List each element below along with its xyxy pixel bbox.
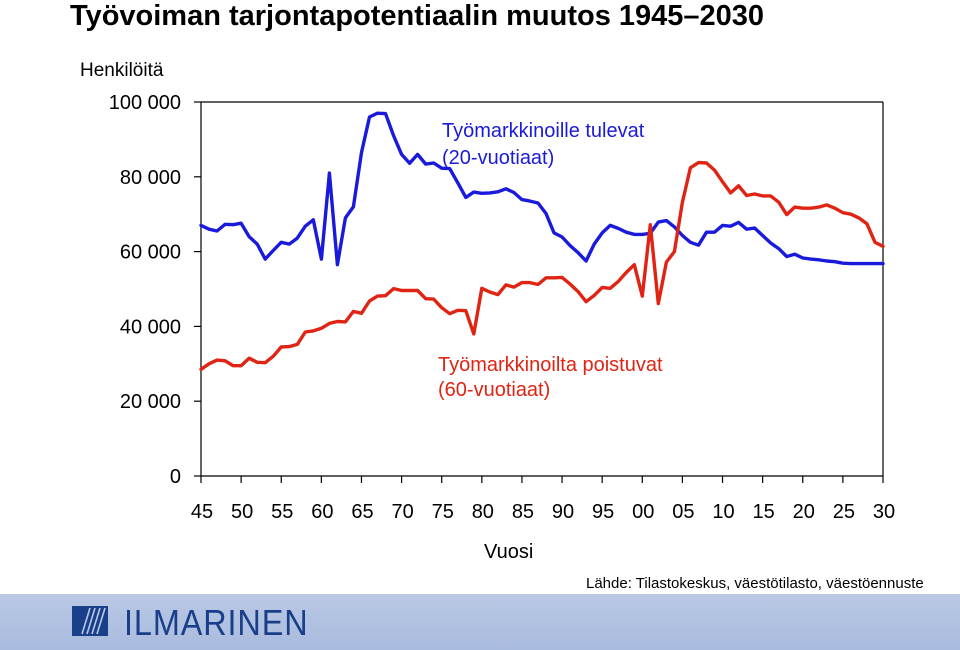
series-line-leavers bbox=[199, 160, 885, 372]
x-tick-label: 30 bbox=[873, 501, 895, 523]
x-tick-label: 65 bbox=[351, 501, 373, 523]
x-tick-label: 05 bbox=[672, 501, 694, 523]
x-tick-label: 90 bbox=[552, 501, 574, 523]
x-tick-label: 10 bbox=[712, 501, 734, 523]
footer-banner: ILMARINEN bbox=[0, 594, 960, 650]
logo-wordmark: ILMARINEN bbox=[124, 602, 309, 643]
legend-sublabel-entrants: (20-vuotiaat) bbox=[442, 147, 554, 169]
y-tick-label: 0 bbox=[170, 466, 181, 488]
legend-label-entrants: Työmarkkinoille tulevat bbox=[442, 120, 645, 142]
x-tick-label: 80 bbox=[472, 501, 494, 523]
y-tick-label: 100 000 bbox=[109, 92, 181, 114]
chart-title: Työvoiman tarjontapotentiaalin muutos 19… bbox=[70, 0, 765, 32]
y-tick-label: 60 000 bbox=[120, 242, 181, 264]
legend-sublabel-leavers: (60-vuotiaat) bbox=[438, 379, 550, 401]
x-tick-label: 00 bbox=[632, 501, 654, 523]
x-tick-label: 75 bbox=[432, 501, 454, 523]
chart-legend: Työmarkkinoille tulevat (20-vuotiaat) Työm… bbox=[438, 120, 663, 401]
y-tick-label: 20 000 bbox=[120, 391, 181, 413]
y-axis-unit-label: Henkilöitä bbox=[80, 60, 164, 81]
x-axis-label: Vuosi bbox=[484, 541, 534, 563]
x-tick-label: 55 bbox=[271, 501, 293, 523]
x-tick-label: 60 bbox=[311, 501, 333, 523]
y-tick-label: 80 000 bbox=[120, 167, 181, 189]
x-tick-label: 50 bbox=[231, 501, 253, 523]
x-tick-label: 95 bbox=[592, 501, 614, 523]
y-tick-label: 40 000 bbox=[120, 316, 181, 338]
x-tick-label: 15 bbox=[753, 501, 775, 523]
chart-axes: 0 20 000 40 000 60 000 80 000 100 000 45 50 55 60… bbox=[109, 92, 895, 523]
x-tick-label: 85 bbox=[512, 501, 534, 523]
ilmarinen-logo-icon bbox=[72, 606, 108, 636]
legend-label-leavers: Työmarkkinoilta poistuvat bbox=[438, 354, 663, 376]
x-tick-label: 70 bbox=[391, 501, 413, 523]
x-tick-label: 20 bbox=[793, 501, 815, 523]
source-note: Lähde: Tilastokeskus, väestötilasto, väe… bbox=[586, 575, 924, 592]
line-chart: 0 20 000 40 000 60 000 80 000 100 000 45 50 55 60… bbox=[109, 92, 895, 523]
x-tick-label: 45 bbox=[191, 501, 213, 523]
chart-series bbox=[199, 111, 885, 372]
series-line-entrants bbox=[199, 111, 885, 267]
x-tick-label: 25 bbox=[833, 501, 855, 523]
